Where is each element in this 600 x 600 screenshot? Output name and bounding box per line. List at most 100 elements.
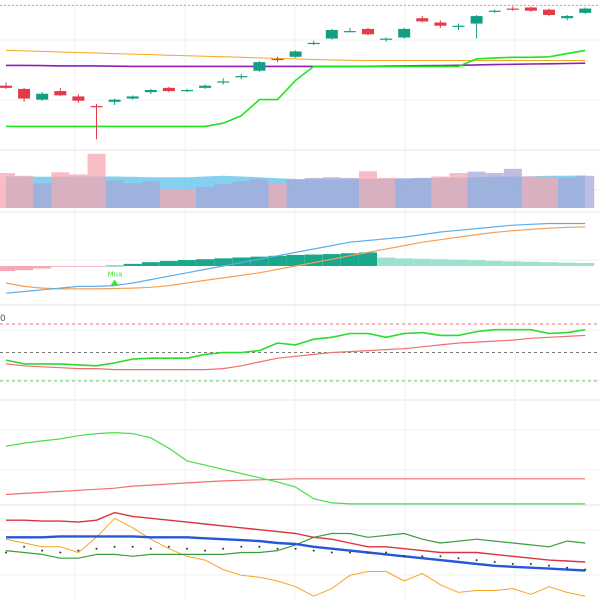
candle-body	[307, 42, 320, 45]
volume-bar	[413, 177, 432, 208]
multi-dot-marker	[511, 562, 514, 565]
candle-body	[470, 16, 483, 24]
price-pane[interactable]	[0, 4, 600, 140]
candle-body	[217, 81, 230, 83]
macd-histogram-bar	[141, 262, 160, 266]
macd-histogram-bar	[322, 254, 341, 266]
candle-body	[524, 7, 537, 11]
oscillator-red-line	[5, 334, 586, 371]
volume-bar	[431, 176, 450, 208]
volume-bar	[51, 172, 70, 208]
multi-dot-marker	[348, 551, 351, 554]
multi-dot-marker	[5, 551, 7, 554]
volume-pane[interactable]	[0, 153, 595, 208]
candle-body	[362, 28, 374, 35]
oscillator-pane[interactable]	[0, 323, 600, 382]
macd-histogram-bar	[359, 252, 377, 266]
volume-bar	[33, 183, 52, 208]
multi-dot-marker	[77, 549, 80, 552]
multi-dot-marker	[276, 547, 279, 550]
multi-dot-marker	[131, 545, 134, 548]
volume-bar	[503, 168, 522, 208]
macd-histogram-bar	[286, 254, 305, 266]
macd-histogram-bar	[87, 266, 106, 267]
volume-bar	[123, 183, 142, 208]
candle-body	[452, 25, 465, 27]
multi-dot-marker	[23, 545, 26, 548]
multi-dot-marker	[548, 564, 550, 567]
macd-pane[interactable]	[0, 222, 595, 294]
candle-body	[235, 76, 248, 78]
macd-histogram-bar	[268, 255, 287, 266]
volume-bar	[15, 175, 34, 208]
multi-dot-marker	[294, 547, 297, 550]
volume-bar	[250, 179, 269, 208]
macd-histogram-bar	[576, 263, 595, 266]
candle-body	[343, 31, 356, 33]
volume-bar	[268, 183, 287, 208]
volume-bar	[214, 184, 233, 208]
multi-dot-marker	[41, 549, 44, 552]
macd-histogram-bar	[413, 258, 432, 266]
candle-body	[199, 85, 212, 88]
volume-bar	[87, 153, 106, 208]
candle-body	[54, 91, 67, 96]
macd-histogram-bar	[558, 262, 577, 266]
macd-histogram-bar	[395, 258, 414, 266]
candle-body	[579, 8, 592, 13]
candle-body	[289, 51, 302, 57]
buy-marker-label: Mua	[108, 271, 123, 279]
volume-bar	[576, 175, 595, 208]
volume-bar	[449, 173, 468, 208]
macd-histogram-bar	[467, 260, 486, 266]
candle-body	[506, 8, 519, 10]
multi-dot-marker	[258, 545, 261, 548]
volume-bar	[521, 176, 540, 208]
multi-dot-marker	[186, 547, 188, 550]
volume-bar	[178, 189, 196, 208]
multi-dot-marker	[439, 555, 442, 558]
buy-marker-triangle	[110, 279, 119, 286]
volume-bar	[196, 187, 215, 208]
macd-histogram-bar	[521, 261, 540, 266]
volume-bar	[69, 174, 88, 208]
macd-histogram-bar	[15, 266, 34, 271]
macd-histogram-bar	[33, 266, 52, 269]
candle-body	[90, 106, 103, 108]
multi-dot-marker	[167, 545, 170, 548]
volume-bar	[286, 180, 305, 208]
candle-body	[108, 99, 121, 102]
trend-green-line	[5, 432, 586, 505]
multi-dot-marker	[566, 566, 569, 569]
macd-signal-line	[5, 226, 586, 290]
candle-body	[144, 90, 157, 93]
macd-histogram-bar	[540, 262, 558, 266]
macd-histogram-bar	[214, 258, 233, 266]
trailing-stop-line	[6, 49, 586, 128]
candle-body	[126, 96, 139, 99]
volume-bar	[540, 177, 558, 208]
macd-histogram-bar	[503, 261, 522, 266]
candle-body	[543, 9, 555, 15]
macd-histogram-bar	[377, 257, 396, 266]
candle-body	[325, 30, 338, 39]
candle-body	[434, 22, 447, 26]
macd-line	[5, 222, 586, 294]
volume-bar	[485, 173, 504, 208]
macd-histogram-bar	[232, 257, 251, 266]
trend-pane[interactable]	[5, 432, 586, 505]
volume-bar	[395, 178, 414, 208]
macd-histogram-bar	[159, 260, 178, 266]
volume-bar	[141, 181, 160, 208]
multi-dot-marker	[457, 557, 460, 560]
candle-body	[0, 85, 12, 88]
multi-dot-marker	[475, 559, 478, 562]
candle-body	[416, 18, 429, 22]
candle-body	[253, 62, 266, 71]
macd-histogram-bar	[304, 254, 323, 266]
multi-dot-marker	[421, 555, 424, 558]
multi-line-pane[interactable]	[5, 511, 587, 597]
volume-bar	[232, 181, 251, 208]
macd-histogram-bar	[449, 259, 468, 266]
